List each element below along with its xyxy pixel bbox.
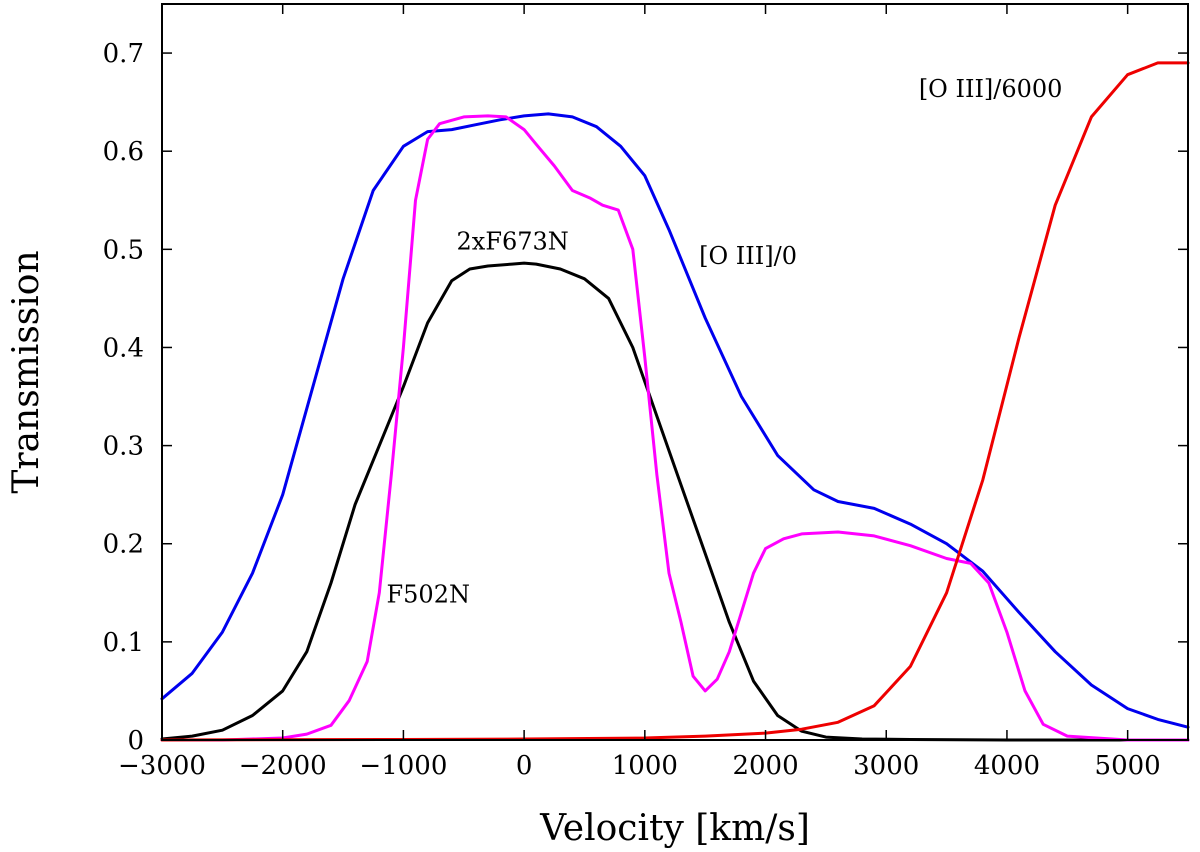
y-tick-label: 0.6 [103, 137, 144, 167]
series-line-o-iii-0 [160, 112, 1190, 729]
x-tick-label: 5000 [1095, 751, 1161, 781]
x-tick-label: 0 [516, 751, 533, 781]
x-tick-label: 4000 [974, 751, 1040, 781]
x-tick-labels: −3000 −2000 −1000 0 1000 2000 3000 4000 5000 [118, 751, 1161, 781]
y-tick-labels: 0 0.1 0.2 0.3 0.4 0.5 0.6 0.7 [103, 39, 144, 756]
x-tick-label: 1000 [612, 751, 678, 781]
x-tick-label: −2000 [239, 751, 327, 781]
x-tick-label: −3000 [118, 751, 206, 781]
y-axis-title: Transmission [6, 250, 47, 493]
x-axis-title: Velocity [km/s] [539, 808, 810, 849]
plot-frame [161, 3, 1189, 741]
y-tick-label: 0 [127, 726, 144, 756]
annotation-label: F502N [387, 581, 470, 609]
series-layer [160, 61, 1190, 742]
annotation-label: [O III]/6000 [919, 75, 1063, 103]
y-tick-label: 0.5 [103, 235, 144, 265]
annotations: [O III]/6000 [O III]/0 2xF673N F502N [387, 75, 1063, 608]
y-tick-label: 0.1 [103, 628, 144, 658]
x-tick-label: 2000 [732, 751, 798, 781]
x-tick-label: 3000 [853, 751, 919, 781]
series-line-o-iii-6000 [160, 61, 1190, 742]
y-tick-label: 0.3 [103, 432, 144, 462]
y-tick-label: 0.7 [103, 39, 144, 69]
annotation-label: [O III]/0 [699, 242, 797, 270]
x-tick-label: −1000 [359, 751, 447, 781]
y-tick-label: 0.2 [103, 530, 144, 560]
ticks-layer [161, 4, 1188, 741]
annotation-label: 2xF673N [457, 227, 569, 255]
y-tick-label: 0.4 [103, 333, 144, 363]
series-line-2xf673n [160, 261, 1190, 742]
series-line-f502n [160, 114, 1190, 742]
